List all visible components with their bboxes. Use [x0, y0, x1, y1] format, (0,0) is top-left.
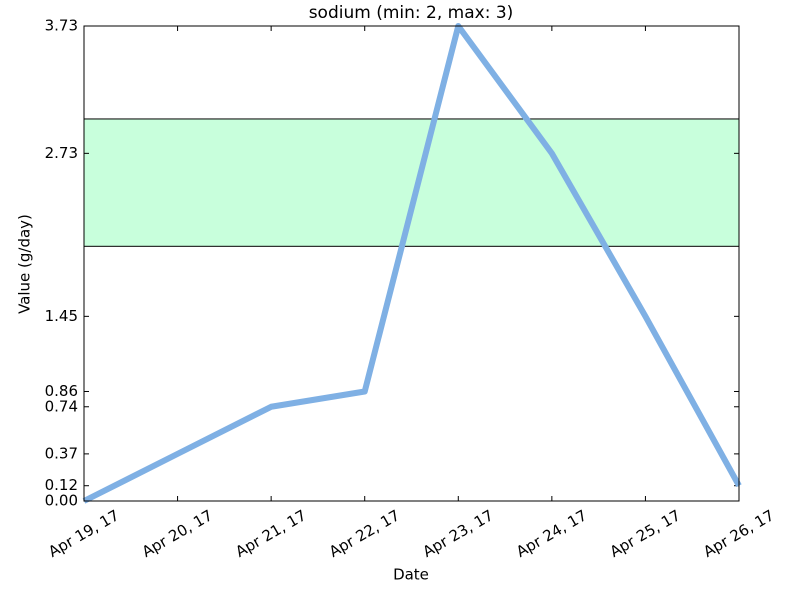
y-tick-label: 0.00 [45, 492, 78, 510]
y-tick-label: 3.73 [45, 17, 78, 35]
y-tick-label: 0.86 [45, 382, 78, 400]
x-tick-label: Apr 22, 17 [326, 506, 403, 561]
x-tick-label: Apr 25, 17 [607, 506, 684, 561]
y-tick-label: 0.74 [45, 397, 78, 415]
x-tick-label: Apr 19, 17 [45, 506, 122, 561]
plot-frame [83, 25, 740, 502]
x-tick-label: Apr 23, 17 [420, 506, 497, 561]
x-tick-label: Apr 26, 17 [700, 506, 777, 561]
x-tick-label: Apr 21, 17 [232, 506, 309, 561]
range-band [83, 118, 740, 247]
data-line [82, 23, 742, 504]
y-tick-label: 1.45 [45, 307, 78, 325]
x-axis-label: Date [393, 566, 429, 584]
x-tick-label: Apr 20, 17 [139, 506, 216, 561]
chart-title: sodium (min: 2, max: 3) [309, 3, 514, 23]
y-tick-label: 0.37 [45, 444, 78, 462]
x-tick-label: Apr 24, 17 [513, 506, 590, 561]
y-tick-label: 0.12 [45, 476, 78, 494]
y-axis-label: Value (g/day) [16, 214, 34, 314]
y-tick-label: 2.73 [45, 144, 78, 162]
